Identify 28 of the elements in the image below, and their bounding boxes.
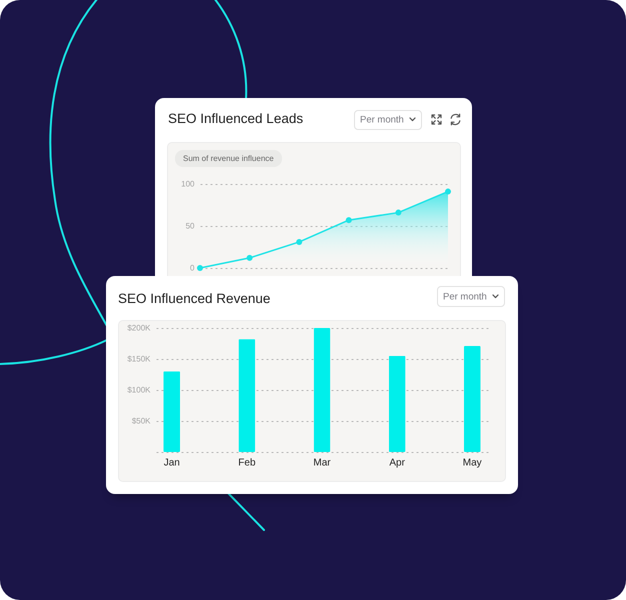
y-axis-title: Sum of revenue influence (175, 150, 282, 167)
point (197, 265, 203, 271)
bar (314, 328, 330, 452)
x-tick-label: Mar (313, 458, 332, 468)
point (445, 188, 451, 195)
bar (238, 339, 256, 452)
y-tick-label: 0 (190, 264, 196, 272)
chart-title: SEO Influenced Revenue (118, 290, 270, 308)
text: Per month (443, 291, 487, 302)
y-tick-label: 100 (181, 180, 196, 188)
y-tick-label: $100K (127, 386, 152, 394)
y-tick-label: $50K (132, 416, 152, 426)
bar (464, 346, 480, 452)
point (296, 238, 302, 245)
point (395, 210, 402, 216)
bar (164, 371, 180, 452)
y-tick-label: 50 (186, 222, 196, 230)
point (346, 217, 352, 224)
x-tick-label: May (462, 458, 482, 468)
x-tick-label: Jan (164, 458, 180, 468)
text: Per month (360, 114, 404, 126)
x-tick-label: Apr (389, 458, 406, 468)
x-tick-label: Feb (238, 458, 256, 468)
chart-title: SEO Influenced Leads (168, 110, 304, 128)
bar (388, 356, 406, 452)
point (246, 254, 253, 261)
y-tick-label: $200K (127, 324, 152, 332)
y-tick-label: $150K (127, 354, 152, 364)
